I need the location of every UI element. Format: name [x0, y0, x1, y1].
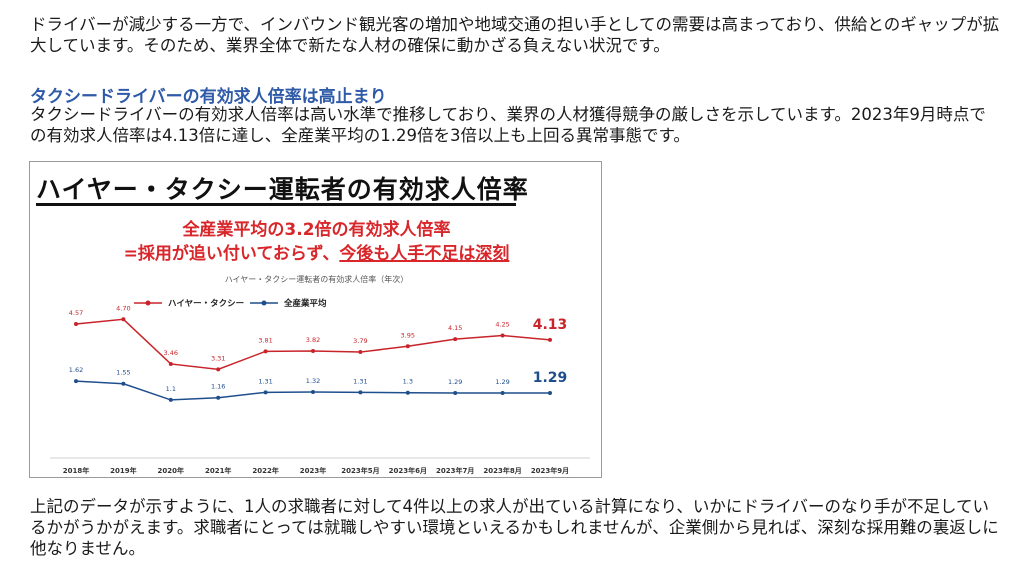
figure-title: ハイヤー・タクシー運転者の有効求人倍率 — [36, 175, 529, 204]
data-point-0-4 — [263, 349, 268, 354]
data-point-1-10 — [548, 391, 552, 396]
data-label-0-6: 3.79 — [353, 337, 367, 345]
data-point-1-9 — [500, 391, 505, 396]
series-line-0 — [75, 318, 551, 371]
data-label-0-0: 4.57 — [69, 309, 83, 317]
x-tick-label-8: 2023年7月 — [436, 466, 474, 475]
x-tick-label-2: 2020年 — [158, 466, 184, 475]
outro-paragraph: 上記のデータが示すように、1人の求職者に対して4件以上の求人が出ている計算になり… — [30, 497, 999, 558]
data-label-0-8: 4.15 — [448, 324, 462, 332]
data-label-0-1: 4.70 — [116, 304, 130, 312]
data-point-1-3 — [216, 395, 221, 400]
data-label-0-4: 3.81 — [258, 336, 272, 344]
legend-marker-1 — [261, 300, 267, 306]
data-point-0-5 — [311, 348, 315, 353]
data-point-0-6 — [358, 350, 363, 355]
data-point-0-10 — [548, 337, 552, 342]
data-label-0-5: 3.82 — [306, 336, 320, 344]
data-point-0-8 — [453, 337, 458, 342]
data-point-1-1 — [121, 381, 126, 386]
data-label-1-6: 1.31 — [353, 377, 367, 385]
x-tick-label-1: 2019年 — [110, 466, 136, 475]
data-point-0-7 — [405, 344, 410, 349]
data-point-1-4 — [263, 390, 268, 395]
line-chart: ハイヤー・タクシー 全産業平均 4.57 4.70 3.46 3.31 3.81 3.82 3.… — [50, 298, 590, 475]
data-point-0-3 — [216, 367, 221, 372]
figure-subtitle-line1: 全産業平均の3.2倍の有効求人倍率 — [182, 220, 451, 240]
section-heading: タクシードライバーの有効求人倍率は高止まり — [30, 87, 387, 107]
legend-marker-0 — [145, 300, 151, 306]
data-label-0-2: 3.46 — [164, 349, 178, 357]
data-point-1-2 — [168, 397, 173, 402]
data-point-0-0 — [74, 321, 78, 326]
chart-figure: ハイヤー・タクシー運転者の有効求人倍率 全産業平均の3.2倍の有効求人倍率 =採… — [29, 161, 602, 478]
data-label-1-2: 1.1 — [166, 385, 176, 393]
data-point-0-1 — [121, 317, 126, 322]
data-point-1-7 — [405, 390, 410, 395]
x-tick-label-6: 2023年5月 — [341, 466, 379, 475]
data-point-0-2 — [168, 361, 173, 366]
data-point-1-6 — [358, 390, 363, 395]
data-label-1-4: 1.31 — [258, 377, 272, 385]
data-point-1-0 — [74, 379, 78, 384]
figure-subtitle-line2-part1: =採用が追い付いておらず、 — [123, 244, 340, 264]
x-tick-label-7: 2023年6月 — [389, 466, 427, 475]
legend-label-0: ハイヤー・タクシー — [168, 298, 244, 309]
legend-label-1: 全産業平均 — [283, 298, 327, 309]
data-label-1-3: 1.16 — [211, 383, 225, 391]
data-label-0-7: 3.95 — [401, 331, 415, 339]
chart-title: ハイヤー・タクシー運転者の有効求人倍率（年次） — [224, 275, 409, 284]
data-label-1-5: 1.32 — [306, 377, 320, 385]
figure-subtitle-line2-part2: 今後も人手不足は深刻 — [339, 244, 510, 264]
data-point-0-9 — [500, 333, 505, 338]
data-label-0-10: 4.13 — [533, 317, 568, 333]
data-point-1-5 — [311, 389, 315, 394]
data-label-1-0: 1.62 — [69, 366, 83, 374]
data-label-1-10: 1.29 — [533, 370, 568, 386]
data-point-1-8 — [453, 391, 458, 396]
x-tick-label-0: 2018年 — [63, 466, 89, 475]
figure-subtitle-line2: =採用が追い付いておらず、今後も人手不足は深刻 — [30, 239, 601, 264]
intro-paragraph: ドライバーが減少する一方で、インバウンド観光客の増加や地域交通の担い手としての需… — [30, 15, 1000, 55]
section-paragraph: タクシードライバーの有効求人倍率は高い水準で推移しており、業界の人材獲得競争の厳… — [30, 105, 986, 145]
data-label-1-1: 1.55 — [116, 369, 130, 377]
x-tick-label-4: 2022年 — [252, 466, 278, 475]
data-label-0-3: 3.31 — [211, 354, 225, 362]
data-label-1-9: 1.29 — [495, 378, 509, 386]
data-label-1-7: 1.3 — [403, 378, 413, 386]
figure-title-underline — [36, 203, 516, 206]
x-tick-label-10: 2023年9月 — [531, 466, 569, 475]
x-tick-label-3: 2021年 — [205, 466, 231, 475]
data-label-0-9: 4.25 — [495, 321, 509, 329]
x-tick-label-5: 2023年 — [300, 466, 326, 475]
data-label-1-8: 1.29 — [448, 378, 462, 386]
x-tick-label-9: 2023年8月 — [483, 466, 521, 475]
